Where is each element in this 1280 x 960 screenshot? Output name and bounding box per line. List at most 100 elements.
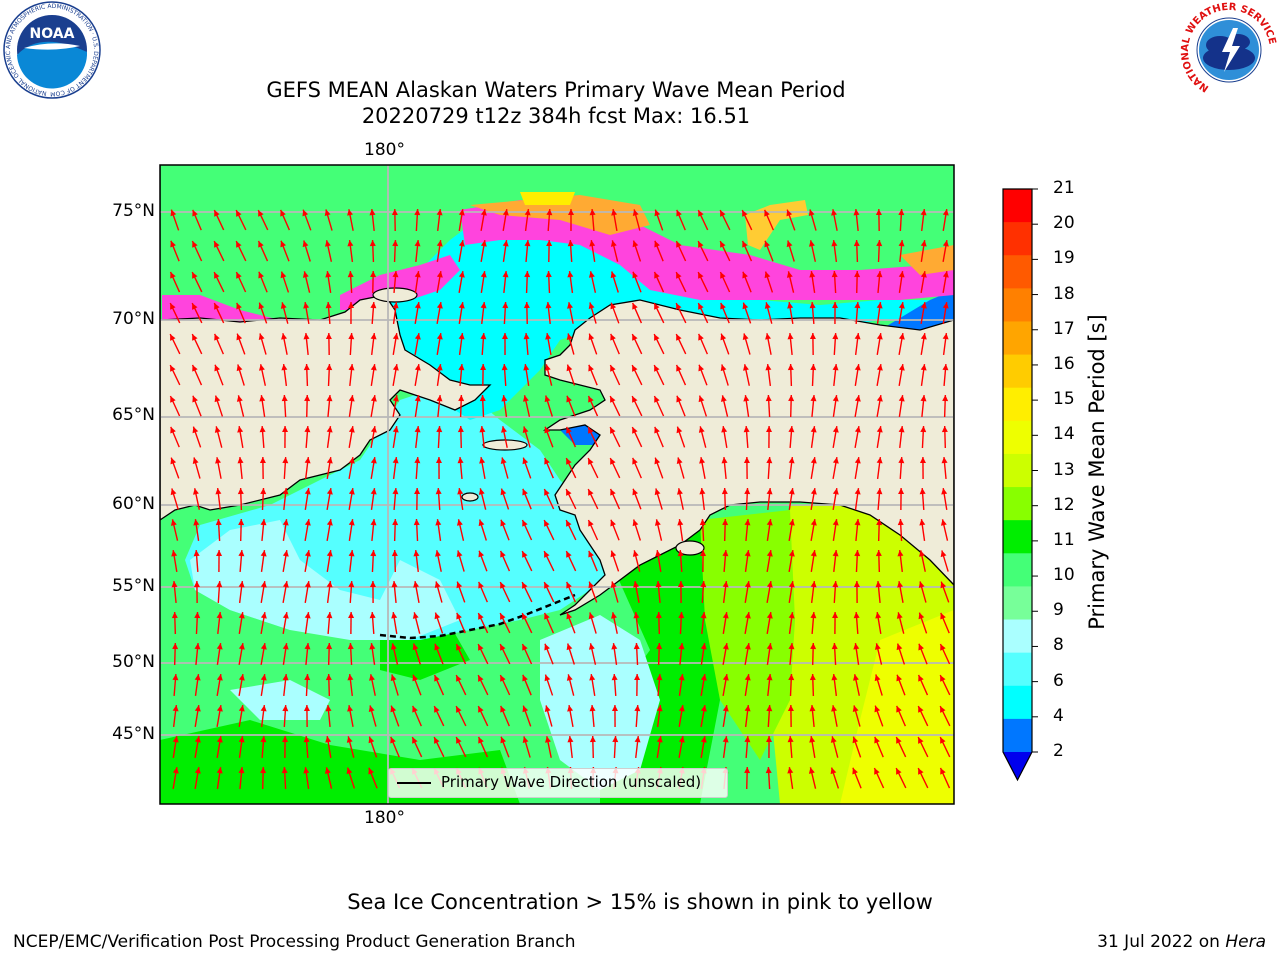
wave-arrow-head (874, 674, 881, 682)
wave-arrow-head (832, 333, 839, 340)
wave-arrow-head (612, 736, 619, 743)
wave-arrow-head (676, 364, 682, 372)
wave-arrow-head (810, 550, 817, 557)
wave-arrow-head (544, 426, 551, 434)
wave-arrow-head (434, 581, 441, 588)
wave-arrow-head (170, 303, 176, 310)
wave-arrow-head (720, 364, 727, 372)
wave-arrow-head (875, 612, 882, 619)
wave-arrow-head (390, 736, 396, 744)
wave-arrow-head (413, 581, 420, 588)
wave-arrow-head (699, 457, 706, 464)
wave-arrow-head (940, 612, 946, 620)
wave-arrow-head (544, 643, 550, 651)
wave-arrow-head (743, 395, 750, 402)
wave-arrow-head (898, 271, 905, 278)
wave-arrow-head (238, 674, 245, 681)
wave-arrow-head (216, 705, 223, 712)
wave-arrow-head (370, 519, 377, 526)
wave-arrow-head (304, 488, 311, 495)
wave-arrow-head (480, 364, 487, 371)
wave-arrow-head (390, 674, 397, 682)
wave-arrow-head (500, 519, 506, 527)
map-legend: Primary Wave Direction (unscaled) (388, 768, 728, 798)
wave-arrow-head (545, 736, 551, 743)
wave-arrow-head (898, 302, 905, 309)
wave-arrow-head (830, 767, 837, 775)
wave-arrow-head (348, 612, 355, 619)
wave-arrow-head (744, 736, 751, 743)
wave-arrow-head (918, 581, 925, 588)
wave-arrow-head (370, 488, 377, 495)
wave-arrow-head (765, 395, 772, 402)
wave-arrow-head (941, 426, 948, 433)
wave-arrow-head (258, 210, 264, 217)
wave-arrow-head (413, 519, 420, 526)
wave-arrow-head (698, 303, 704, 310)
wave-arrow-head (390, 643, 397, 650)
wave-arrow-head (348, 519, 355, 526)
wave-arrow-head (214, 426, 221, 433)
wave-arrow-head (348, 426, 355, 433)
wave-arrow-head (942, 302, 949, 309)
wave-arrow-head (810, 488, 817, 495)
wave-arrow-head (303, 736, 310, 743)
wave-arrow-head (478, 581, 484, 589)
wave-arrow-head (215, 519, 222, 526)
wave-arrow-head (788, 457, 795, 464)
wave-arrow-head (898, 426, 905, 433)
wave-arrow-head (566, 520, 572, 527)
wave-arrow-head (787, 736, 794, 743)
wave-arrow-head (940, 519, 947, 526)
wave-arrow-head (391, 612, 398, 619)
wave-arrow-head (192, 395, 198, 403)
wave-arrow-head (260, 674, 267, 681)
wave-arrow-head (676, 272, 682, 279)
wave-arrow-head (414, 488, 421, 495)
wave-arrow-head (522, 395, 529, 402)
wave-arrow-head (766, 643, 773, 650)
wave-arrow-head (545, 271, 552, 278)
wave-arrow-head (326, 550, 333, 557)
footer-machine: Hera (1225, 932, 1266, 952)
colorbar-segment (1003, 321, 1032, 356)
colorbar-tick-label: 8 (1053, 635, 1064, 656)
wave-arrow-head (194, 612, 201, 619)
wave-arrow-head (875, 550, 882, 557)
wave-arrow-head (808, 767, 815, 774)
land-nunivak-island (461, 492, 479, 502)
wave-arrow-head (720, 271, 726, 279)
wave-direction-arrows (169, 208, 951, 790)
sea-ice-pink-west (340, 255, 460, 310)
wave-arrow-head (435, 550, 441, 557)
wave-arrow-head (654, 426, 660, 434)
wave-arrow-head (391, 581, 398, 588)
wave-arrow-head (920, 302, 927, 309)
wave-arrow-head (458, 333, 465, 340)
wave-arrow-head (236, 241, 242, 248)
legend-label: Primary Wave Direction (unscaled) (441, 773, 702, 791)
chart-title: GEFS MEAN Alaskan Waters Primary Wave Me… (266, 78, 846, 102)
wave-arrow-head (414, 271, 421, 278)
wave-arrow-head (788, 643, 795, 650)
wave-arrow-head (787, 333, 794, 340)
wave-arrow-head (700, 612, 707, 619)
wave-arrow-head (326, 488, 333, 495)
wave-arrow-head (392, 488, 399, 495)
wave-arrow-head (898, 395, 905, 402)
wave-arrow-head (370, 364, 377, 371)
wave-arrow-head (500, 550, 506, 558)
wave-arrow-head (347, 674, 354, 681)
wave-arrow-head (634, 674, 641, 681)
wave-arrow-head (392, 333, 399, 340)
wave-arrow-head (347, 705, 354, 712)
wave-arrow-head (810, 612, 817, 619)
wave-arrow-head (809, 674, 816, 681)
wave-arrow-head (369, 643, 376, 650)
wave-arrow-head (478, 488, 485, 495)
wave-arrow-head (170, 457, 177, 465)
wave-arrow-head (326, 426, 333, 433)
wave-arrow-head (588, 364, 594, 372)
wave-arrow-head (171, 550, 178, 557)
wave-arrow-head (722, 705, 729, 712)
